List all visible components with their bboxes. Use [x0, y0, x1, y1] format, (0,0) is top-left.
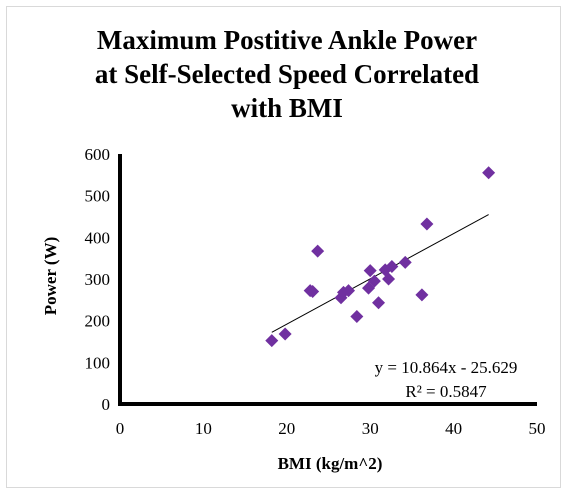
data-point [367, 274, 381, 288]
y-tick-label: 500 [85, 187, 111, 206]
data-point [363, 264, 377, 278]
x-tick-label: 0 [116, 419, 125, 438]
trendline [271, 214, 489, 333]
x-tick-label: 10 [195, 419, 212, 438]
x-tick-label: 30 [362, 419, 379, 438]
y-tick-label: 400 [85, 228, 111, 247]
chart-title-line-3: with BMI [231, 93, 343, 123]
y-axis-label: Power (W) [41, 237, 60, 316]
x-axis-ticks: 0 10 20 30 40 50 [116, 419, 546, 438]
y-tick-label: 200 [85, 312, 111, 331]
y-axis-ticks: 0 100 200 300 400 500 600 [85, 145, 111, 414]
data-point [278, 327, 292, 341]
y-tick-label: 100 [85, 353, 111, 372]
r-squared-label: R² = 0.5847 [405, 382, 487, 401]
data-point [311, 244, 325, 258]
data-point [420, 217, 434, 231]
chart-title-line-1: Maximum Postitive Ankle Power [97, 25, 477, 55]
data-point [482, 166, 496, 180]
trendline-equation: y = 10.864x - 25.629 [375, 358, 518, 377]
data-point [385, 260, 399, 273]
data-point [415, 288, 429, 302]
y-tick-label: 600 [85, 145, 111, 164]
data-points [265, 166, 496, 348]
y-tick-label: 0 [102, 395, 111, 414]
chart-title-line-2: at Self-Selected Speed Correlated [95, 59, 479, 89]
chart-title: Maximum Postitive Ankle Power at Self-Se… [95, 25, 479, 123]
data-point [382, 272, 396, 286]
y-tick-label: 300 [85, 270, 111, 289]
data-point [350, 310, 364, 323]
data-point [265, 334, 279, 348]
x-tick-label: 40 [445, 419, 462, 438]
x-axis-label: BMI (kg/m^2) [278, 454, 383, 473]
x-tick-label: 20 [278, 419, 295, 438]
data-point [398, 255, 412, 269]
x-tick-label: 50 [529, 419, 546, 438]
data-point [306, 285, 320, 298]
data-point [342, 284, 356, 298]
data-point [372, 296, 386, 310]
chart-frame [6, 6, 561, 488]
